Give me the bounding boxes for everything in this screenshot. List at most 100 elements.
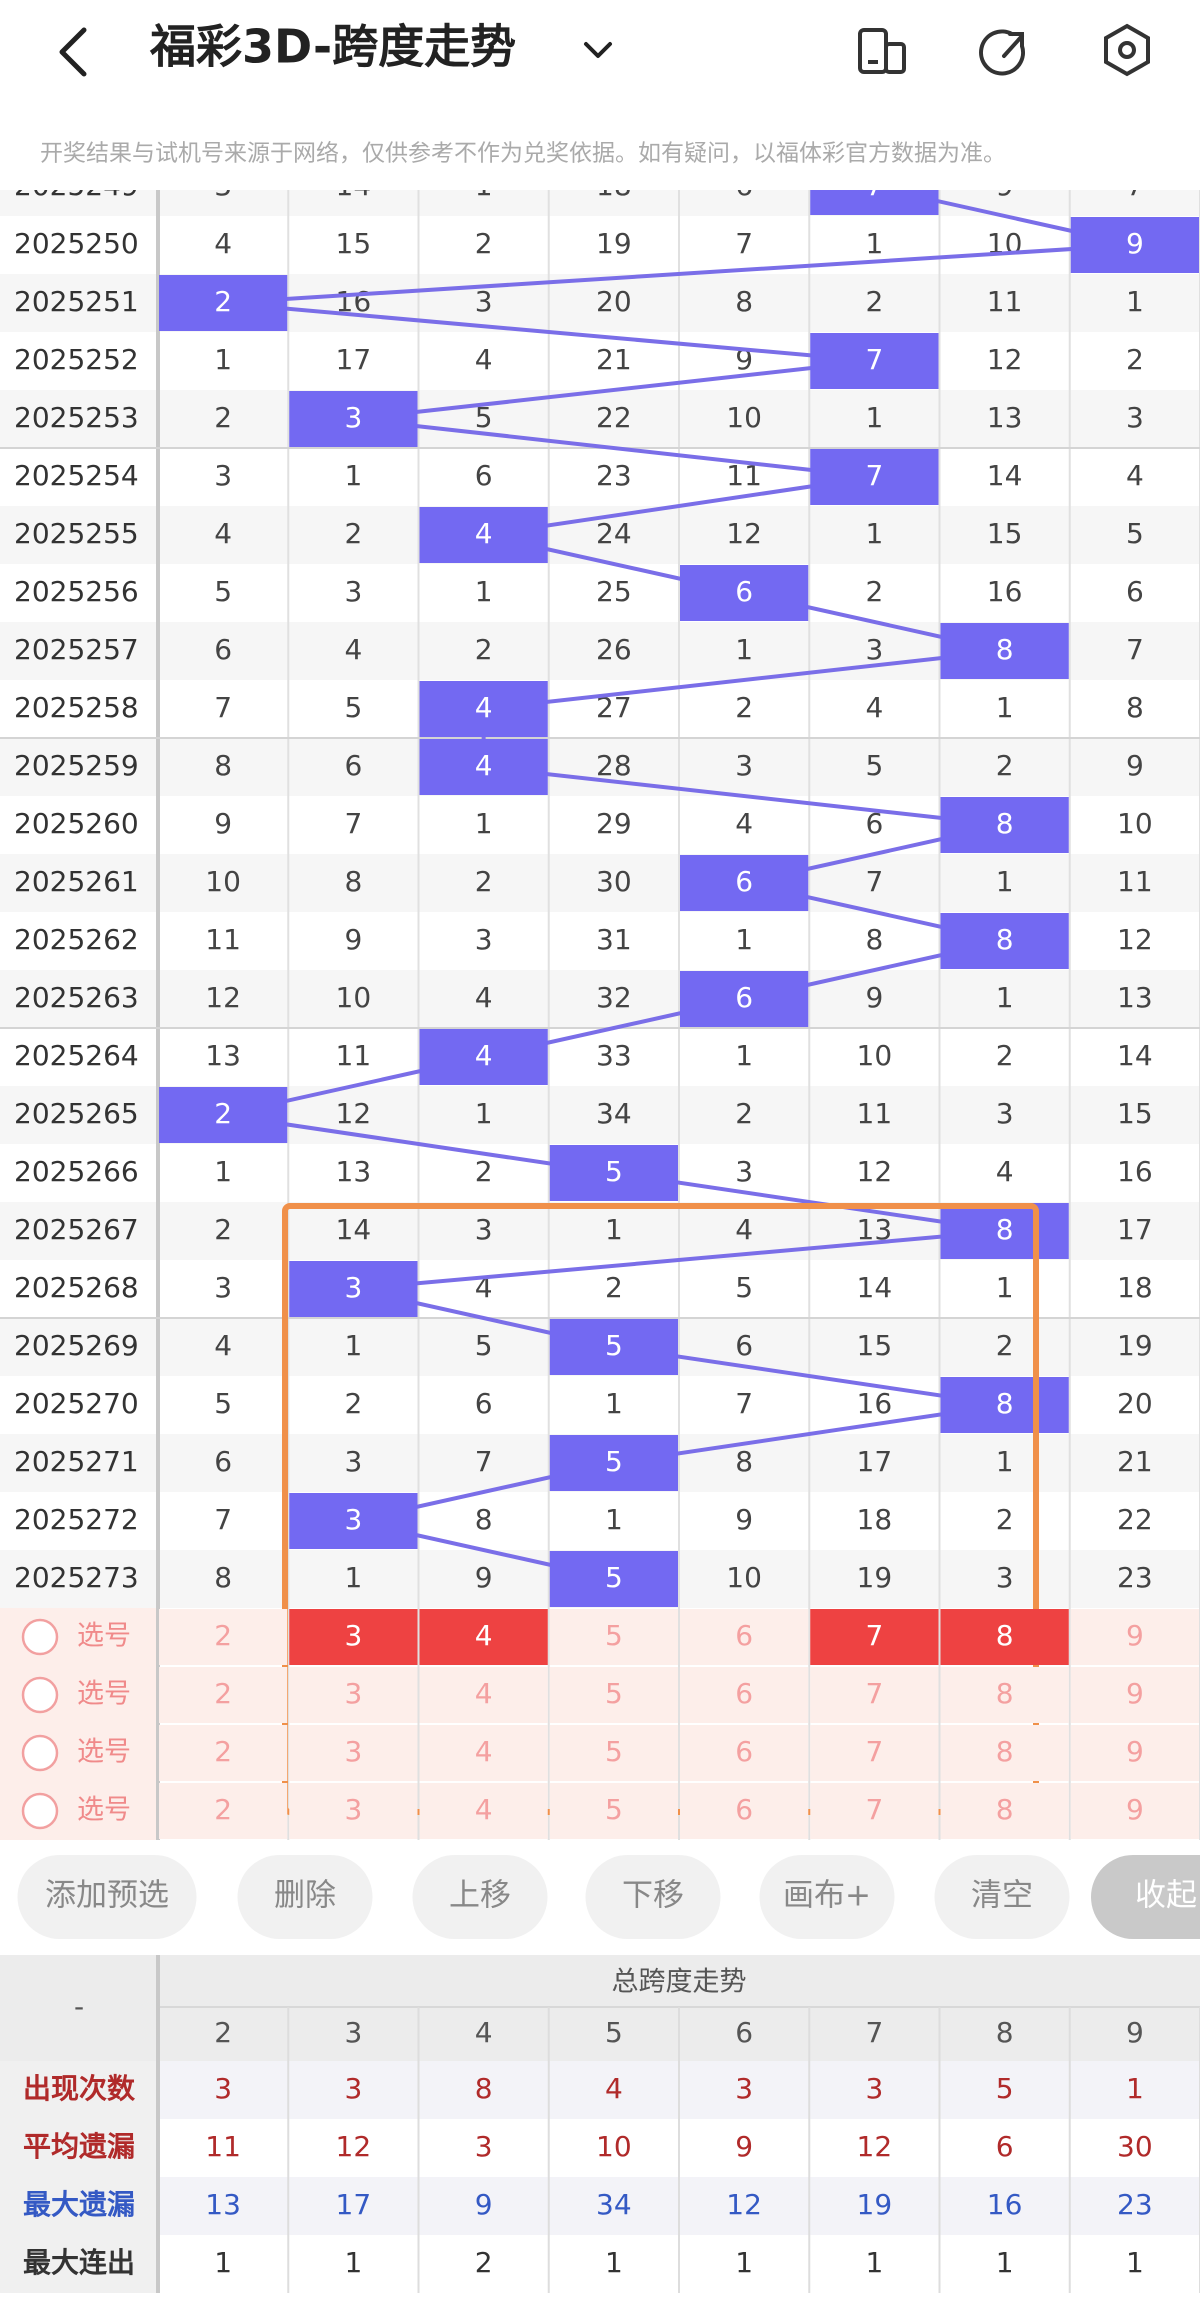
back-button[interactable] <box>59 27 87 77</box>
row-bg <box>0 506 1200 564</box>
period: 2025263 <box>14 981 139 1014</box>
miss-count: 16 <box>1117 1155 1153 1188</box>
trend-line <box>483 475 875 537</box>
miss-count: 12 <box>205 981 241 1014</box>
hit-cell <box>940 623 1069 679</box>
period: 2025255 <box>14 517 139 550</box>
button[interactable] <box>585 1855 721 1939</box>
miss-count: 11 <box>987 285 1023 318</box>
select-cell[interactable] <box>549 1667 678 1723</box>
trend-line <box>353 359 875 421</box>
hit-value: 8 <box>996 923 1014 956</box>
stats-value: 3 <box>214 2072 232 2105</box>
stats-value: 12 <box>336 2130 372 2163</box>
select-toggle[interactable] <box>21 1618 59 1656</box>
select-cell[interactable] <box>419 1725 548 1781</box>
period: 2025250 <box>14 227 139 260</box>
stats-row-bg <box>0 2177 1200 2235</box>
select-cell[interactable] <box>159 1783 288 1839</box>
select-toggle[interactable] <box>21 1734 59 1772</box>
miss-count: 32 <box>596 981 632 1014</box>
miss-count: 3 <box>475 1213 493 1246</box>
miss-count: 9 <box>865 981 883 1014</box>
hit-cell <box>419 1029 548 1085</box>
select-cell[interactable] <box>549 1783 678 1839</box>
select-cell[interactable] <box>289 1725 418 1781</box>
settings-icon[interactable] <box>1104 23 1150 77</box>
select-cell[interactable] <box>1070 1667 1199 1723</box>
miss-count: 7 <box>735 1387 753 1420</box>
select-cell[interactable] <box>549 1725 678 1781</box>
select-cell[interactable] <box>680 1667 809 1723</box>
miss-count: 1 <box>214 1155 232 1188</box>
hit-cell <box>810 333 939 389</box>
select-cell[interactable] <box>159 1667 288 1723</box>
miss-count: 1 <box>344 1561 362 1594</box>
trend-line <box>483 765 1005 827</box>
select-value: 2 <box>214 1619 232 1652</box>
select-cell[interactable] <box>159 1609 288 1665</box>
miss-count: 11 <box>336 1039 372 1072</box>
select-cell[interactable] <box>1070 1725 1199 1781</box>
hit-cell <box>419 507 548 563</box>
select-cell[interactable] <box>419 1667 548 1723</box>
stats-value: 13 <box>205 2188 241 2221</box>
miss-count: 16 <box>987 575 1023 608</box>
select-cell[interactable] <box>810 1725 939 1781</box>
select-cell[interactable] <box>1070 1783 1199 1839</box>
hit-value: 7 <box>865 459 883 492</box>
period: 2025258 <box>14 691 139 724</box>
button[interactable] <box>412 1855 548 1939</box>
stats-value: 1 <box>996 2246 1014 2279</box>
miss-count: 26 <box>596 633 632 666</box>
miss-count: 6 <box>1126 575 1144 608</box>
select-cell[interactable] <box>419 1783 548 1839</box>
select-cell[interactable] <box>419 1609 548 1665</box>
select-cell[interactable] <box>940 1609 1069 1665</box>
miss-count: 22 <box>596 401 632 434</box>
select-cell[interactable] <box>289 1609 418 1665</box>
select-cell[interactable] <box>159 1725 288 1781</box>
stats-column: 8 <box>996 2016 1014 2049</box>
select-toggle[interactable] <box>21 1676 59 1714</box>
select-cell[interactable] <box>680 1609 809 1665</box>
miss-count: 15 <box>987 517 1023 550</box>
select-cell[interactable] <box>549 1609 678 1665</box>
select-value: 3 <box>344 1793 362 1826</box>
switch-icon[interactable] <box>858 28 906 74</box>
select-cell[interactable] <box>1070 1609 1199 1665</box>
button[interactable] <box>1091 1855 1200 1939</box>
button[interactable] <box>934 1855 1070 1939</box>
stats-value: 11 <box>205 2130 241 2163</box>
select-cell[interactable] <box>940 1667 1069 1723</box>
select-cell[interactable] <box>289 1783 418 1839</box>
button[interactable] <box>17 1855 197 1939</box>
select-value: 3 <box>344 1619 362 1652</box>
select-toggle[interactable] <box>21 1792 59 1830</box>
miss-count: 1 <box>996 1445 1014 1478</box>
miss-count: 2 <box>475 633 493 666</box>
trend-line <box>353 417 875 479</box>
select-cell[interactable] <box>680 1725 809 1781</box>
button[interactable] <box>759 1855 895 1939</box>
dropdown[interactable] <box>584 42 612 58</box>
hit-cell <box>549 1319 678 1375</box>
select-rows[interactable]: 选号 2 3 4 5 6 7 8 9 选号 2 3 4 5 6 7 8 9 选号 2 3 4 5 6 7 8 9 选号 2 3 4 5 6 7 8 9 <box>0 1608 1199 1840</box>
select-cell[interactable] <box>810 1783 939 1839</box>
miss-count: 2 <box>996 1503 1014 1536</box>
row-bg <box>0 1492 1200 1550</box>
select-value: 8 <box>996 1619 1014 1652</box>
select-cell[interactable] <box>940 1783 1069 1839</box>
button[interactable] <box>237 1855 373 1939</box>
select-cell[interactable] <box>810 1609 939 1665</box>
share-icon[interactable] <box>979 29 1026 76</box>
period: 2025269 <box>14 1329 139 1362</box>
hit-value: 6 <box>735 981 753 1014</box>
select-cell[interactable] <box>289 1667 418 1723</box>
select-cell[interactable] <box>940 1725 1069 1781</box>
miss-count: 12 <box>987 343 1023 376</box>
select-cell[interactable] <box>680 1783 809 1839</box>
select-cell[interactable] <box>810 1667 939 1723</box>
row-bg <box>0 448 1200 506</box>
